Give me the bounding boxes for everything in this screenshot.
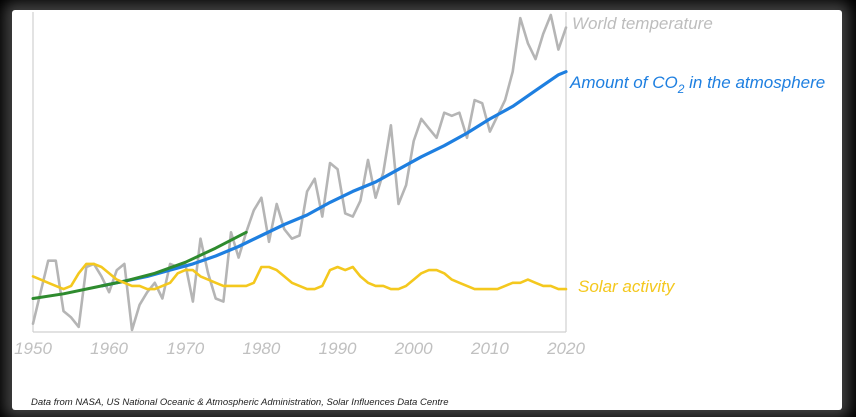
series-line-1-amount-of-co-in-the-atmosphere <box>99 70 568 288</box>
chart-card <box>12 10 842 410</box>
x-tick-label-2020: 2020 <box>546 339 585 358</box>
series-line-0-world-temperature <box>31 13 568 332</box>
co2-series-label: Amount of CO2 in the atmosphere <box>569 73 825 96</box>
temperature-series-label: World temperature <box>572 14 713 33</box>
series-line-3-solar-activity <box>31 262 568 291</box>
co2-label-suffix: in the atmosphere <box>684 73 825 92</box>
series-line-2-unlabeled <box>31 230 248 300</box>
x-tick-label-1980: 1980 <box>242 339 280 358</box>
series-layer <box>31 13 568 332</box>
x-tick-labels: 1950 1960 1970 1980 1990 2000 2010 2020 <box>14 339 585 358</box>
source-note: Data from NASA, US National Oceanic & At… <box>31 397 448 408</box>
co2-label-subscript: 2 <box>677 82 685 96</box>
x-tick-label-2000: 2000 <box>394 339 433 358</box>
x-tick-label-2010: 2010 <box>470 339 509 358</box>
x-tick-label-1970: 1970 <box>166 339 204 358</box>
x-tick-label-1990: 1990 <box>319 339 357 358</box>
x-tick-label-1960: 1960 <box>90 339 128 358</box>
solar-series-label: Solar activity <box>578 277 676 296</box>
co2-label-prefix: Amount of CO <box>569 73 678 92</box>
x-tick-label-1950: 1950 <box>14 339 52 358</box>
